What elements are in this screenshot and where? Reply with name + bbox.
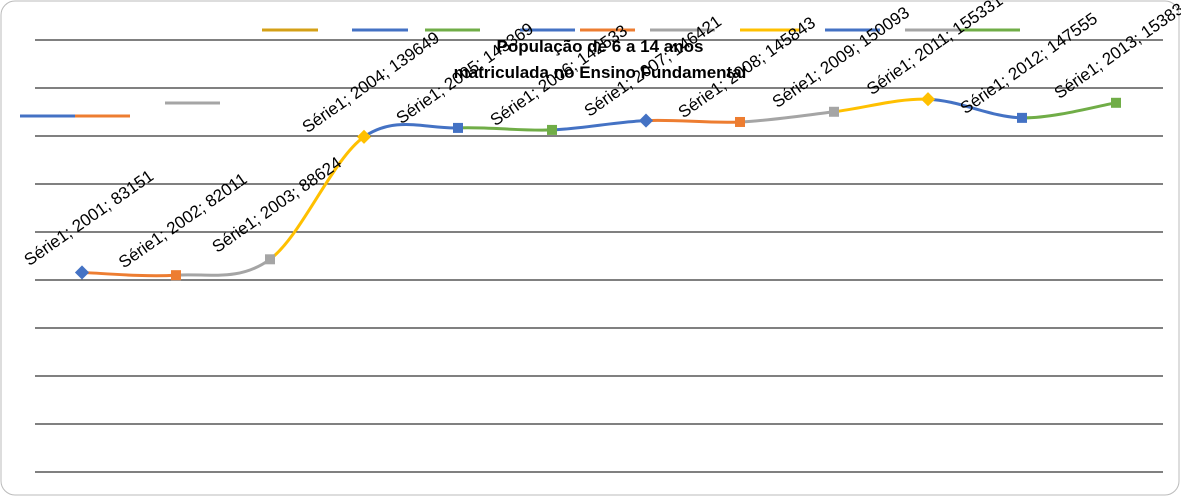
chart-title: População de 6 a 14 anos matriculada no E…	[454, 37, 747, 82]
point-marker	[638, 113, 654, 128]
line-segment	[363, 122, 459, 139]
point-marker	[1017, 112, 1027, 123]
line-segment	[1021, 101, 1117, 120]
line-segment	[739, 110, 835, 124]
line-segment	[927, 97, 1023, 120]
point-marker	[453, 122, 463, 133]
point-marker	[356, 129, 372, 144]
line-segment	[645, 118, 741, 124]
point-marker	[1111, 97, 1121, 108]
line-segment	[833, 97, 929, 114]
point-marker	[920, 92, 936, 107]
point-marker	[74, 265, 90, 280]
line-segment	[175, 258, 271, 277]
line-segment	[457, 126, 553, 132]
point-marker	[735, 116, 745, 127]
point-marker	[265, 254, 275, 265]
legend-decoration	[20, 28, 1020, 118]
point-marker	[547, 124, 557, 135]
point-marker	[829, 106, 839, 117]
point-marker	[171, 270, 181, 281]
line-segment	[551, 119, 647, 132]
line-segment	[269, 135, 365, 261]
